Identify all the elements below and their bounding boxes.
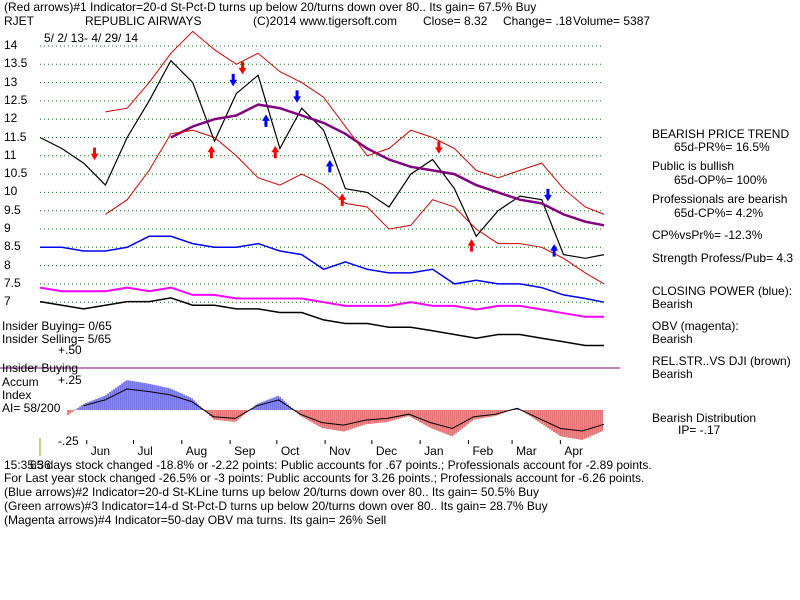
red-up-arrow-icon [338, 193, 347, 206]
chart-grid [40, 45, 604, 444]
blue-down-arrow-icon [229, 73, 238, 87]
signal-arrows [90, 61, 559, 257]
trend-title: BEARISH PRICE TREND [652, 127, 790, 141]
plus-25-label: +.25 [58, 373, 82, 387]
relstr-value: Bearish [652, 367, 693, 381]
obv-label: OBV (magenta): [652, 319, 739, 333]
footer-green-arrows: (Green arrows)#3 Indicator=14-d St-Pct-D… [4, 499, 548, 513]
x-tick-label: Apr [564, 444, 584, 458]
insider-selling-count: Insider Selling= 5/65 [2, 332, 112, 346]
ma-line [170, 103, 605, 227]
x-tick-label: Nov [329, 444, 351, 458]
company-name: REPUBLIC AIRWAYS [85, 14, 202, 28]
blue-down-arrow-icon [544, 188, 552, 202]
footer-blue-arrows: (Blue arrows)#2 Indicator=20-d St-KLine … [4, 485, 539, 499]
professionals-status: Professionals are bearish [652, 192, 788, 206]
y-tick-label: 13.5 [4, 56, 28, 71]
pr-value: 65d-PR%= 16.5% [674, 140, 770, 154]
lower-band-line [105, 129, 605, 285]
obv-value: Bearish [652, 332, 693, 346]
y-tick-label: 11.5 [4, 129, 27, 144]
obv-line [39, 286, 604, 318]
relstr-line [39, 297, 604, 347]
red-up-arrow-icon [467, 239, 476, 252]
y-tick-label: 10 [4, 184, 18, 199]
red-up-arrow-icon [271, 145, 280, 159]
chart-lines [39, 30, 605, 347]
x-tick-label: Jan [424, 444, 444, 458]
insider-buying-count: Insider Buying= 0/65 [2, 319, 112, 333]
ai-label: AI= 58/200 [2, 401, 61, 415]
x-tick-label: Mar [516, 444, 537, 458]
footer-magenta-arrows: (Magenta arrows)#4 Indicator=50-day OBV … [4, 513, 387, 527]
upper-band-line [105, 30, 605, 215]
y-tick-label: 7 [4, 294, 11, 309]
blue-down-arrow-icon [293, 90, 301, 103]
blue-up-arrow-icon [325, 159, 334, 173]
x-tick-label: Dec [375, 444, 398, 458]
blue-up-arrow-icon [550, 244, 559, 257]
closing-power-label: CLOSING POWER (blue): [652, 284, 793, 298]
red-arrows-indicator-line: (Red arrows)#1 Indicator=20-d St-Pct-D t… [4, 0, 537, 14]
red-up-arrow-icon [207, 145, 216, 159]
blue-up-arrow-icon [262, 114, 270, 127]
y-tick-label: 12.5 [4, 92, 28, 107]
accum-index-histogram [67, 380, 605, 440]
close-value: Close= 8.32 [423, 14, 488, 28]
change-value: Change= .18 [503, 14, 573, 28]
closing-power-value: Bearish [652, 297, 693, 311]
x-tick-label: Jun [90, 444, 111, 458]
accum-ma-line [83, 388, 605, 432]
public-status: Public is bullish [652, 159, 735, 173]
volume-value: Volume= 5387 [573, 14, 651, 28]
y-tick-label: 10.5 [4, 166, 28, 181]
y-tick-label: 8 [4, 257, 11, 272]
y-tick-label: 14 [4, 38, 18, 52]
minus-25-label: -.25 [58, 434, 79, 448]
overlap-time: 15:35:36 [4, 458, 51, 472]
y-tick-label: 13 [4, 74, 18, 89]
insider-buying-label: Insider Buying [2, 361, 79, 375]
plus-50-label: +.50 [58, 343, 82, 357]
strength-value: Strength Profess/Pub= 4.3 [652, 251, 794, 265]
x-tick-label: Sep [234, 444, 256, 458]
footer-line-65days: 65 days stock changed -18.8% or -2.22 po… [30, 458, 652, 472]
x-tick-label: Jul [137, 444, 153, 458]
x-tick-label: Feb [472, 444, 494, 458]
y-tick-label: 8.5 [4, 239, 21, 254]
cpvspr-value: CP%vsPr%= -12.3% [652, 228, 763, 242]
y-tick-label: 9 [4, 221, 11, 235]
footer-line-year: For Last year stock changed -26.5% or -3… [4, 471, 645, 485]
date-range: 5/ 2/ 13- 4/ 29/ 14 [44, 31, 139, 45]
accum-label: Accum [2, 375, 39, 389]
cp-value: 65d-CP%= 4.2% [674, 206, 764, 220]
red-down-arrow-icon [434, 141, 443, 154]
closing-power-line [40, 235, 605, 303]
price-line [39, 59, 605, 259]
index-label: Index [2, 388, 32, 402]
x-tick-label: Aug [185, 444, 208, 458]
op-value: 65d-OP%= 100% [674, 173, 768, 187]
x-tick-label: Oct [280, 444, 300, 458]
relstr-label: REL.STR..VS DJI (brown) [652, 354, 791, 368]
y-tick-label: 7.5 [4, 275, 21, 290]
symbol: RJET [4, 14, 34, 28]
y-tick-label: 9.5 [4, 202, 21, 217]
red-down-arrow-icon [90, 147, 99, 161]
y-tick-label: 11 [4, 147, 17, 162]
distribution-label: Bearish Distribution [652, 411, 757, 425]
y-tick-label: 12 [4, 111, 18, 126]
red-down-arrow-icon [238, 61, 247, 75]
copyright: (C)2014 www.tigersoft.com [253, 14, 398, 28]
ip-value: IP= -.17 [678, 423, 721, 437]
